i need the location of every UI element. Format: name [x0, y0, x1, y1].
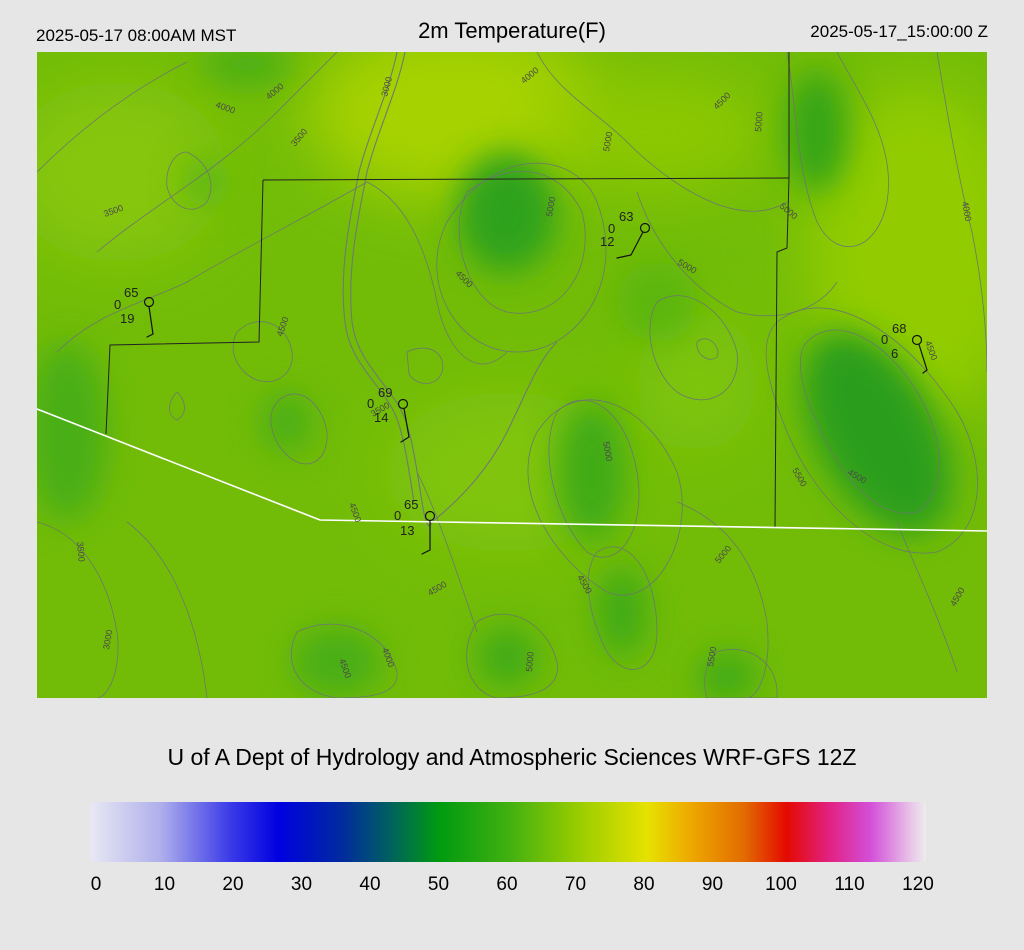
contour-label: 5000 [601, 441, 614, 462]
station-precip: 0 [608, 221, 615, 236]
colorbar-tick-label: 110 [834, 874, 865, 895]
station-precip: 0 [881, 332, 888, 347]
station-dew: 6 [891, 346, 898, 361]
station-temp: 63 [619, 209, 633, 224]
station-plot: 63 0 12 [600, 209, 651, 259]
station-plots: 65 0 19 63 0 12 69 0 14 [114, 209, 928, 555]
contour-label: 4000 [960, 201, 973, 222]
colorbar-tick-label: 70 [564, 874, 587, 895]
station-dew: 13 [400, 523, 414, 538]
elevation-contours [37, 52, 987, 698]
station-temp: 65 [124, 285, 138, 300]
river [342, 52, 558, 527]
station-dew: 14 [374, 410, 388, 425]
colorbar-tick-label: 90 [701, 874, 724, 895]
station-dew: 12 [600, 234, 614, 249]
utc-time-label: 2025-05-17_15:00:00 Z [810, 22, 988, 41]
station-temp: 65 [404, 497, 418, 512]
model-credit: U of A Dept of Hydrology and Atmospheric… [167, 744, 857, 770]
colorbar-tick-label: 100 [765, 874, 797, 895]
station-precip: 0 [114, 297, 121, 312]
colorbar-tick-label: 0 [90, 874, 102, 895]
colorbar-tick-label: 80 [633, 874, 655, 895]
temperature-map: 4000 4000 3000 4000 4500 5000 3500 3500 … [37, 52, 987, 698]
colorbar-tick-label: 40 [359, 874, 381, 895]
station-temp: 69 [378, 385, 392, 400]
contour-label: 5000 [524, 651, 536, 672]
station-precip: 0 [367, 396, 374, 411]
station-plot: 68 0 6 [881, 321, 928, 374]
station-plot: 65 0 19 [114, 285, 155, 338]
local-time-label: 2025-05-17 08:00AM MST [36, 26, 237, 45]
colorbar-tick-label: 30 [290, 874, 313, 895]
colorbar-tick-label: 120 [902, 874, 934, 895]
colorbar-tick-label: 50 [427, 874, 450, 895]
colorbar-tick-label: 10 [153, 874, 176, 895]
station-precip: 0 [394, 508, 401, 523]
contour-label: 3000 [101, 629, 114, 650]
colorbar-ticks: 0 10 20 30 40 50 60 70 80 90 100 110 120 [0, 874, 1024, 900]
station-plot: 69 0 14 [367, 385, 410, 443]
station-dew: 19 [120, 311, 134, 326]
colorbar-tick-label: 20 [222, 874, 244, 895]
contour-label: 5000 [544, 196, 557, 217]
contour-label: 5000 [753, 111, 765, 132]
contour-label: 5500 [705, 646, 718, 667]
temperature-field: 4000 4000 3000 4000 4500 5000 3500 3500 … [37, 52, 987, 698]
colorbar-tick-label: 60 [496, 874, 518, 895]
temperature-colorbar [90, 802, 926, 862]
station-plot: 65 0 13 [394, 497, 436, 555]
contour-label: 5000 [601, 131, 614, 152]
contour-label: 3500 [75, 541, 87, 562]
map-title: 2m Temperature(F) [418, 18, 606, 43]
county-boundaries [105, 52, 790, 528]
station-temp: 68 [892, 321, 906, 336]
state-boundary [37, 408, 987, 532]
